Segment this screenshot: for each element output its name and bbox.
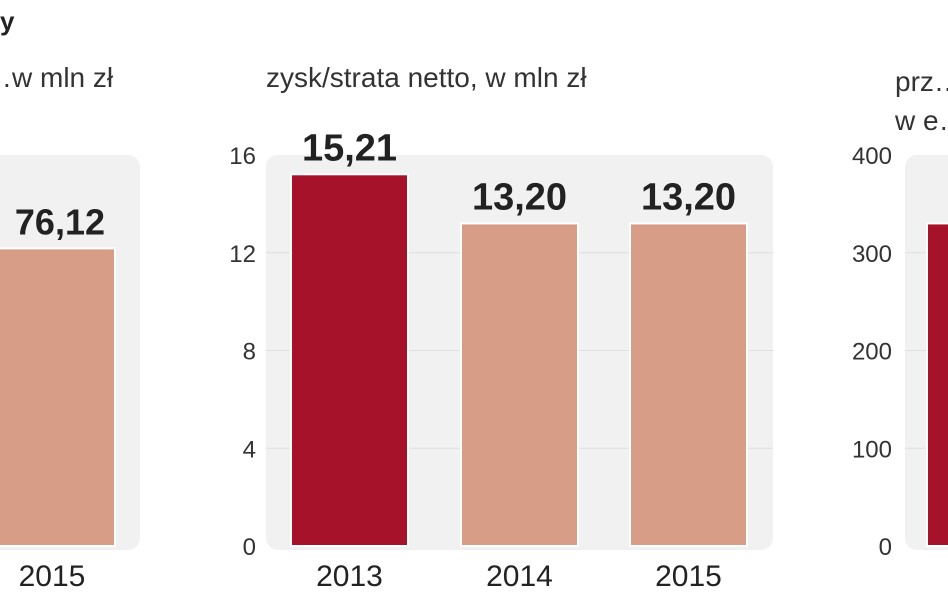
chart2-x-label-2014: 2014 (486, 560, 553, 593)
chart3-bar-1 (926, 222, 948, 548)
chart2-value-label-2015: 13,20 (641, 176, 736, 218)
chart1-value-label-2015: 76,12 (15, 201, 105, 242)
chart2-y-tick-label: 16 (229, 143, 256, 170)
chart2-y-tick-label: 12 (229, 241, 256, 268)
chart1-bar-2015 (0, 247, 116, 548)
page-title-fragment: y (0, 6, 15, 36)
chart3-y-tick-label: 400 (852, 143, 892, 170)
chart3-y-tick-label: 200 (852, 339, 892, 366)
chart1-subtitle: …w mln zł (0, 62, 114, 93)
chart3-y-tick-label: 300 (852, 241, 892, 268)
chart3-y-tick-label: 100 (852, 436, 892, 463)
chart2-value-label-2014: 13,20 (472, 176, 567, 218)
chart2-x-label-2013: 2013 (316, 560, 383, 593)
chart2-x-label-2015: 2015 (655, 560, 722, 593)
chart2-subtitle: zysk/strata netto, w mln zł (266, 62, 587, 93)
chart2-y-tick-label: 4 (243, 436, 256, 463)
chart3-subtitle-line2: w e… (895, 105, 948, 136)
chart2-bar-2013 (290, 173, 409, 547)
chart3-y-tick-label: 0 (879, 534, 892, 561)
chart2-bar-2015 (629, 222, 748, 548)
chart2-bar-2014 (460, 222, 579, 548)
chart1-x-label-2015: 2015 (19, 560, 86, 593)
chart2-y-tick-label: 0 (243, 534, 256, 561)
chart3-subtitle: prz… (895, 66, 948, 97)
chart2-value-label-2013: 15,21 (302, 127, 397, 169)
chart2-y-tick-label: 8 (243, 339, 256, 366)
